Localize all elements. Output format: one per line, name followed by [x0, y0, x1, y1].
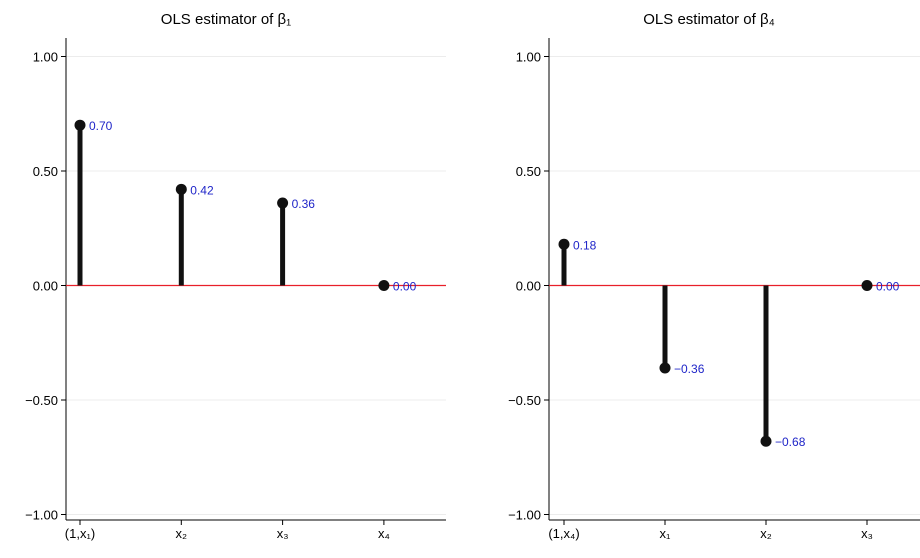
y-tick-label: −1.00	[25, 508, 58, 523]
stem-marker	[659, 362, 671, 374]
y-tick-label: −0.50	[25, 393, 58, 408]
stem-marker	[861, 280, 873, 291]
y-tick-label: 1.00	[33, 50, 58, 65]
stem-marker	[277, 197, 289, 209]
x-tick-label: x₃	[277, 526, 289, 541]
data-label: 0.42	[190, 183, 214, 197]
data-label: 0.70	[89, 119, 113, 133]
y-tick-label: 1.00	[516, 50, 541, 65]
data-label: 0.00	[393, 280, 417, 294]
stem-marker	[175, 183, 187, 195]
x-tick-label: x₂	[176, 526, 188, 541]
y-tick-label: 0.50	[33, 164, 58, 179]
y-tick-label: 0.00	[33, 279, 58, 294]
stem-marker	[74, 119, 86, 131]
x-tick-label: (1,x₁)	[65, 526, 95, 541]
stem-marker	[378, 280, 390, 291]
data-label: −0.36	[674, 362, 705, 376]
y-tick-label: 0.00	[516, 279, 541, 294]
x-tick-label: x₁	[660, 526, 672, 541]
y-tick-label: −0.50	[508, 393, 541, 408]
data-label: 0.00	[876, 280, 900, 294]
left-panel: OLS estimator of β₁ 1.00 0.50 0.00 −0.50 −1.…	[25, 11, 446, 541]
y-tick-label: −1.00	[508, 508, 541, 523]
stem-marker	[760, 435, 772, 447]
x-tick-label: x₄	[378, 526, 390, 541]
x-tick-label: x₂	[760, 526, 772, 541]
data-label: 0.18	[573, 238, 597, 252]
right-panel: OLS estimator of β₄ 1.00 0.50 0.00 −0.50 −1.…	[508, 11, 920, 541]
data-label: −0.68	[775, 435, 806, 449]
panel-title: OLS estimator of β₄	[643, 11, 774, 28]
x-tick-label: (1,x₄)	[548, 526, 579, 541]
data-label: 0.36	[292, 197, 316, 211]
y-tick-label: 0.50	[516, 164, 541, 179]
x-tick-label: x₃	[861, 526, 873, 541]
stem-marker	[558, 238, 570, 250]
panel-title: OLS estimator of β₁	[161, 11, 291, 28]
